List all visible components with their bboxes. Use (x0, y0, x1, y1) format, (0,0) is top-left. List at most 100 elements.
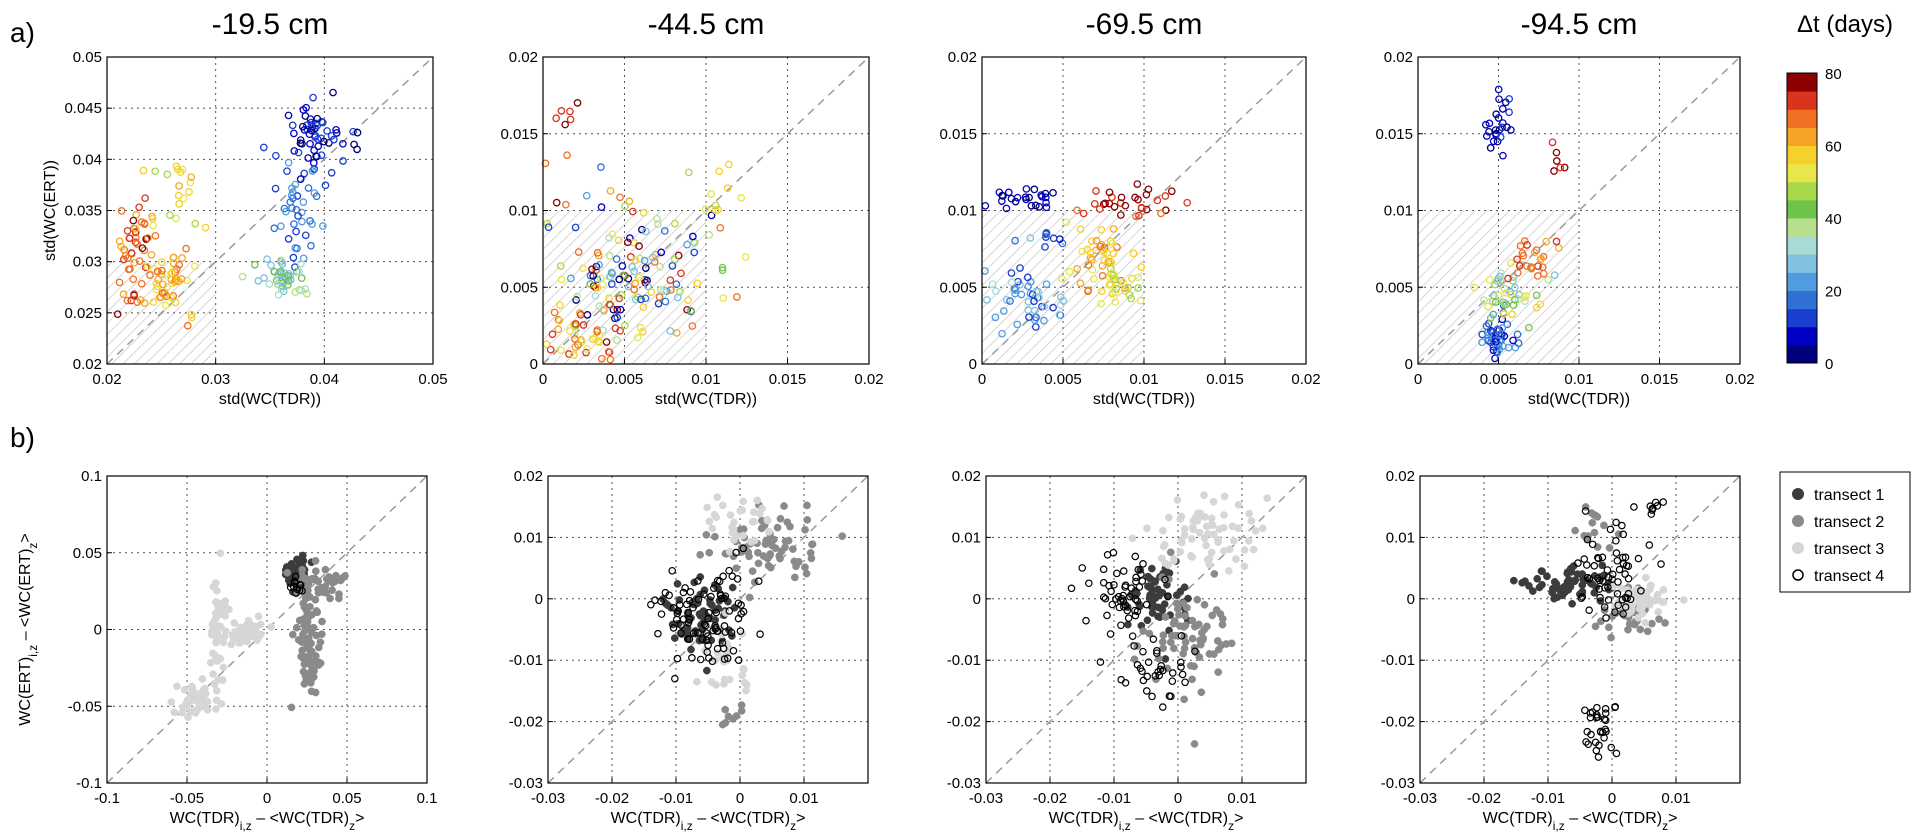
data-point (1106, 630, 1115, 638)
data-point (130, 290, 138, 299)
data-point (200, 684, 209, 693)
data-point (1108, 600, 1117, 609)
data-point (1073, 264, 1082, 273)
data-point (250, 260, 259, 269)
data-point (1565, 575, 1573, 584)
data-point (1618, 521, 1626, 530)
data-point (274, 291, 283, 299)
data-point (123, 296, 132, 305)
scatter-points (113, 88, 362, 330)
data-point (339, 157, 347, 165)
data-point (212, 686, 221, 695)
data-point (1647, 510, 1656, 518)
data-point (1002, 296, 1011, 304)
data-point (209, 624, 218, 633)
colorbar-segment (1787, 290, 1817, 310)
data-point (1509, 576, 1518, 585)
data-point (1049, 188, 1057, 197)
data-point (208, 649, 217, 658)
x-tick-label: -0.02 (1033, 790, 1067, 807)
data-point (716, 223, 725, 232)
data-point (1571, 526, 1579, 535)
x-tick-label: -0.03 (531, 790, 565, 807)
legend-marker (1792, 515, 1804, 527)
axes-frame (547, 475, 869, 784)
data-point (353, 128, 362, 137)
data-point (1041, 243, 1049, 251)
data-point (1604, 583, 1612, 591)
x-axis-label: std(WC(TDR)) (219, 391, 321, 408)
data-point (1613, 556, 1622, 565)
data-point (1536, 300, 1545, 309)
data-point (1502, 288, 1510, 297)
data-point (1509, 301, 1518, 309)
data-point (719, 572, 727, 581)
data-point (1193, 595, 1202, 604)
data-point (1010, 284, 1019, 293)
data-point (801, 525, 809, 534)
data-point (728, 528, 737, 537)
data-point (1143, 616, 1152, 625)
data-point (705, 608, 713, 617)
x-axis-label: WC(TDR)i,z – <WC(TDR)z> (1049, 810, 1244, 832)
data-point (193, 705, 202, 713)
data-point (721, 609, 730, 617)
data-point (1263, 494, 1272, 503)
data-point (311, 652, 320, 660)
data-point (1550, 594, 1558, 603)
data-point (998, 329, 1006, 338)
data-point (138, 244, 147, 253)
data-point (702, 629, 711, 637)
x-tick-label: -0.03 (969, 790, 1003, 807)
data-point (1086, 253, 1095, 262)
data-point (1158, 703, 1167, 711)
data-point (555, 316, 564, 325)
legend: transect 1 transect 2 transect 3 transect 4 (1779, 471, 1911, 593)
axes-a1: 0.02 0.03 0.04 0.05 0.02 0.025 0.03 0.035 0.04 0.… (42, 8, 448, 408)
y-tick-label: 0.01 (948, 203, 977, 220)
data-point (113, 310, 122, 319)
data-point (228, 631, 237, 639)
data-point (1511, 295, 1519, 304)
data-point (207, 630, 216, 639)
y-tick-label: 0.01 (509, 203, 538, 220)
x-tick-label: 0.02 (854, 371, 883, 388)
data-point (1583, 573, 1592, 582)
data-point (1133, 597, 1142, 605)
data-point (1195, 528, 1204, 537)
data-point (328, 586, 336, 594)
panel-title: -19.5 cm (212, 8, 329, 41)
data-point (1552, 148, 1561, 157)
data-point (653, 214, 661, 223)
data-point (1209, 530, 1218, 539)
data-point (1117, 193, 1126, 202)
colorbar-segment (1787, 199, 1817, 219)
data-point (271, 184, 280, 193)
data-point (1203, 555, 1212, 564)
data-point (728, 583, 737, 592)
panel-title: -94.5 cm (1521, 8, 1638, 41)
data-point (1621, 603, 1630, 611)
data-point (1096, 658, 1105, 666)
x-tick-label: 0.02 (92, 371, 121, 388)
data-point (299, 198, 308, 206)
data-point (124, 254, 132, 262)
data-point (314, 142, 323, 151)
data-point (666, 276, 675, 285)
data-point (988, 280, 997, 289)
data-point (1536, 255, 1545, 264)
legend-label: transect 1 (1814, 487, 1884, 504)
data-point (677, 621, 685, 629)
data-point (546, 345, 555, 354)
data-point (740, 678, 749, 687)
data-point (167, 269, 176, 278)
data-point (1161, 655, 1170, 663)
x-tick-label: 0 (539, 371, 547, 388)
data-point (1258, 524, 1267, 533)
data-point (1484, 334, 1492, 343)
plot-area: 0.02 0.03 0.04 0.05 0.02 0.025 0.03 0.035 0.04 0.… (17, 8, 1911, 832)
data-point (1611, 608, 1619, 616)
data-point (548, 330, 557, 339)
data-point (296, 175, 305, 183)
data-point (143, 234, 152, 242)
